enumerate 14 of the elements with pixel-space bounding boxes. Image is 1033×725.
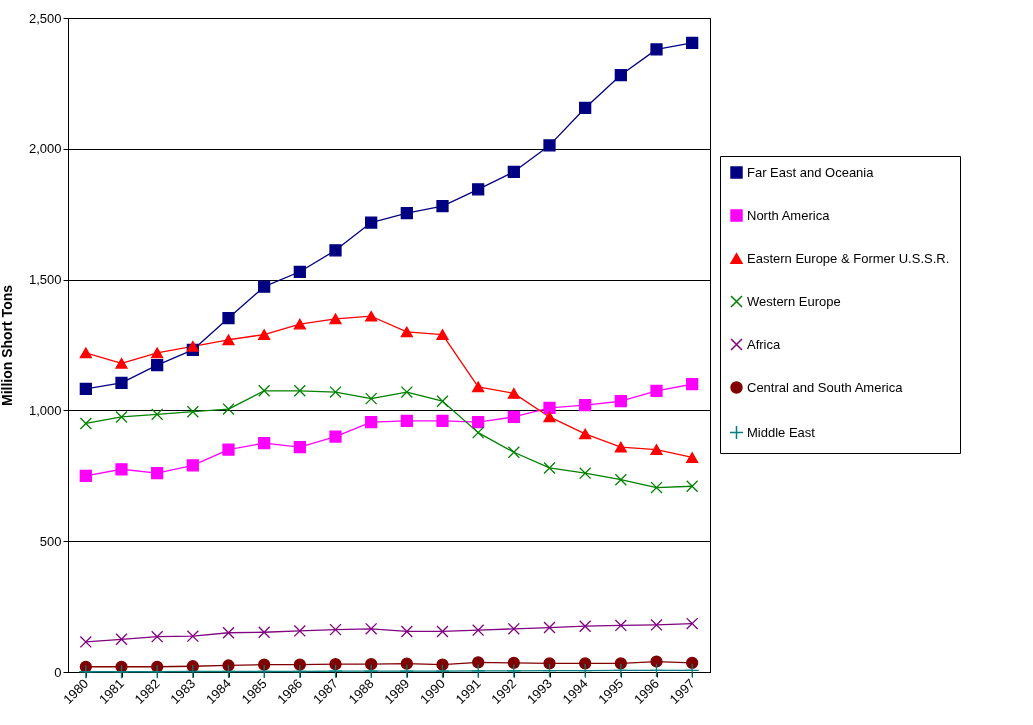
y-tick-label: 500 <box>39 533 62 549</box>
y-tick-label: 1,500 <box>28 272 62 288</box>
legend-label: North America <box>747 207 831 223</box>
y-tick-label: 2,500 <box>28 10 62 26</box>
legend-label: Africa <box>747 336 781 352</box>
y-tick-label: 0 <box>54 664 62 680</box>
legend-label: Middle East <box>747 424 816 440</box>
legend-label: Eastern Europe & Former U.S.S.R. <box>747 250 950 266</box>
y-axis-title: Million Short Tons <box>0 284 15 407</box>
legend-label: Western Europe <box>747 293 841 309</box>
legend-label: Central and South America <box>747 379 904 395</box>
legend-label: Far East and Oceania <box>747 164 875 180</box>
y-tick-label: 1,000 <box>28 402 62 418</box>
y-tick-label: 2,000 <box>28 141 62 157</box>
